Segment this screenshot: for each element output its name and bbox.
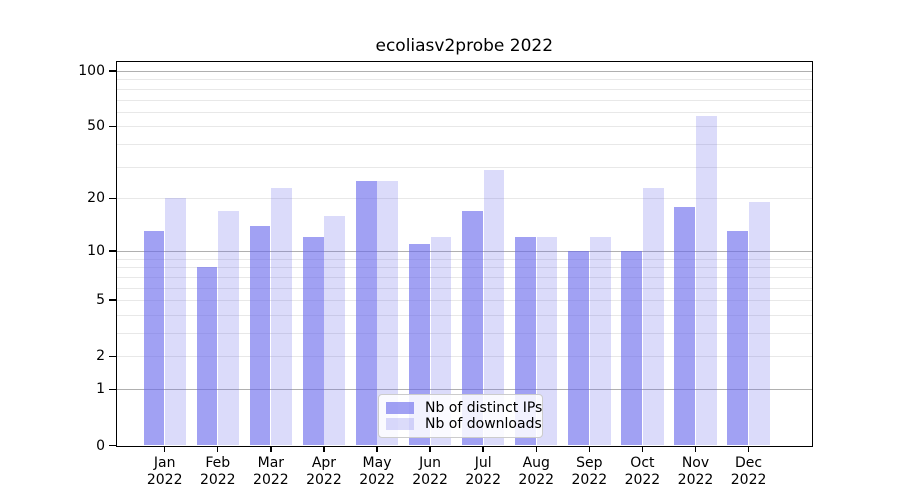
x-tick-mark [164, 447, 166, 452]
x-axis-tick-year: 2022 [359, 471, 395, 488]
legend-label-distinct-ips: Nb of distinct IPs [425, 400, 543, 416]
bar-distinct-ips-jan [143, 231, 165, 446]
gridline-minor [117, 88, 812, 90]
x-tick-mark [588, 447, 591, 452]
x-tick-mark [323, 447, 325, 452]
bar-downloads-dec [748, 202, 770, 446]
y-tick-mark [109, 197, 116, 200]
x-axis-tick-label: Oct 2022 [612, 455, 672, 489]
x-axis-tick-label: Aug 2022 [506, 455, 566, 489]
legend-swatch-downloads-icon [386, 418, 414, 430]
x-axis-tick-label: Jun 2022 [400, 455, 460, 489]
plot-frame [116, 60, 813, 447]
x-axis-tick-label: Dec 2022 [719, 455, 779, 489]
legend-item-downloads: Nb of downloads [386, 416, 542, 432]
x-axis-tick-year: 2022 [677, 471, 714, 488]
bar-distinct-ips-sep [568, 250, 589, 446]
x-axis-tick-year: 2022 [412, 471, 448, 488]
y-tick-mark [109, 355, 116, 358]
bar-distinct-ips-mar [249, 225, 271, 446]
x-tick-mark [641, 447, 644, 452]
bar-downloads-feb [218, 210, 239, 446]
bar-downloads-sep [589, 237, 611, 446]
x-tick-mark [482, 447, 484, 452]
x-axis-tick-year: 2022 [199, 471, 236, 488]
bar-downloads-mar [271, 187, 293, 446]
x-tick-mark [694, 447, 697, 452]
y-tick-mark [109, 444, 116, 447]
x-tick-mark [747, 447, 750, 452]
y-tick-mark [109, 70, 116, 72]
x-axis-tick-label: Mar 2022 [241, 455, 301, 489]
y-tick-mark [109, 388, 116, 390]
x-axis-tick-year: 2022 [465, 471, 501, 488]
y-tick-mark [109, 125, 116, 128]
bar-downloads-jan [165, 198, 186, 446]
x-tick-mark [535, 447, 537, 452]
bar-distinct-ips-jul [461, 210, 483, 446]
x-axis-tick-year: 2022 [730, 471, 767, 488]
y-axis-tick-label: 1 [96, 381, 105, 398]
gridline-minor [117, 126, 812, 128]
bar-downloads-apr [324, 215, 346, 446]
bar-distinct-ips-nov [674, 206, 696, 446]
bar-downloads-nov [695, 116, 717, 446]
x-axis-tick-label: Jan 2022 [135, 455, 195, 489]
bar-distinct-ips-feb [196, 267, 218, 446]
gridline-minor [117, 144, 812, 146]
legend: Nb of distinct IPs Nb of downloads [378, 394, 543, 438]
x-axis-tick-year: 2022 [253, 471, 289, 488]
legend-label-downloads: Nb of downloads [425, 416, 542, 432]
x-tick-mark [376, 447, 378, 452]
x-tick-mark [217, 447, 219, 452]
gridline-minor [117, 166, 812, 168]
bar-downloads-jul [483, 169, 505, 446]
x-tick-mark [429, 447, 431, 452]
y-tick-mark [109, 299, 116, 301]
x-axis-tick-label: Apr 2022 [294, 455, 354, 489]
y-axis-tick-label: 5 [96, 292, 105, 309]
x-axis-tick-year: 2022 [571, 471, 608, 488]
y-axis-tick-label: 2 [96, 348, 105, 365]
gridline-minor [117, 111, 812, 113]
bar-downloads-jun [430, 237, 452, 446]
chart-title: ecoliasv2probe 2022 [375, 36, 554, 56]
bar-downloads-oct [642, 187, 664, 446]
y-axis-tick-label: 100 [78, 63, 105, 79]
gridline-major [117, 71, 812, 72]
legend-swatch-distinct-ips-icon [386, 402, 414, 414]
bar-distinct-ips-oct [621, 250, 643, 446]
bar-distinct-ips-may [355, 181, 377, 446]
y-axis-tick-label: 20 [87, 190, 105, 207]
bar-distinct-ips-dec [727, 231, 749, 446]
gridline-minor [117, 79, 812, 81]
gridline-minor [117, 198, 812, 200]
y-axis-tick-label: 50 [87, 118, 105, 135]
bar-downloads-aug [536, 237, 558, 446]
x-tick-mark [270, 447, 272, 452]
x-axis-tick-label: Sep 2022 [559, 455, 619, 489]
x-axis-tick-label: May 2022 [347, 455, 407, 489]
legend-item-distinct-ips: Nb of distinct IPs [386, 400, 542, 416]
x-axis-tick-label: Feb 2022 [188, 455, 248, 489]
bar-distinct-ips-aug [515, 237, 536, 446]
bar-distinct-ips-apr [302, 237, 324, 446]
x-axis-tick-year: 2022 [624, 471, 661, 488]
gridline-minor [117, 99, 812, 101]
x-axis-tick-year: 2022 [146, 471, 183, 488]
x-axis-tick-label: Nov 2022 [666, 455, 726, 489]
y-axis-tick-label: 10 [87, 242, 105, 259]
x-axis-tick-label: Jul 2022 [453, 455, 513, 489]
y-axis-tick-label: 0 [96, 437, 105, 454]
bar-downloads-may [377, 181, 399, 446]
x-axis-tick-year: 2022 [306, 471, 342, 488]
y-tick-mark [109, 250, 116, 252]
x-axis-tick-year: 2022 [518, 471, 555, 488]
